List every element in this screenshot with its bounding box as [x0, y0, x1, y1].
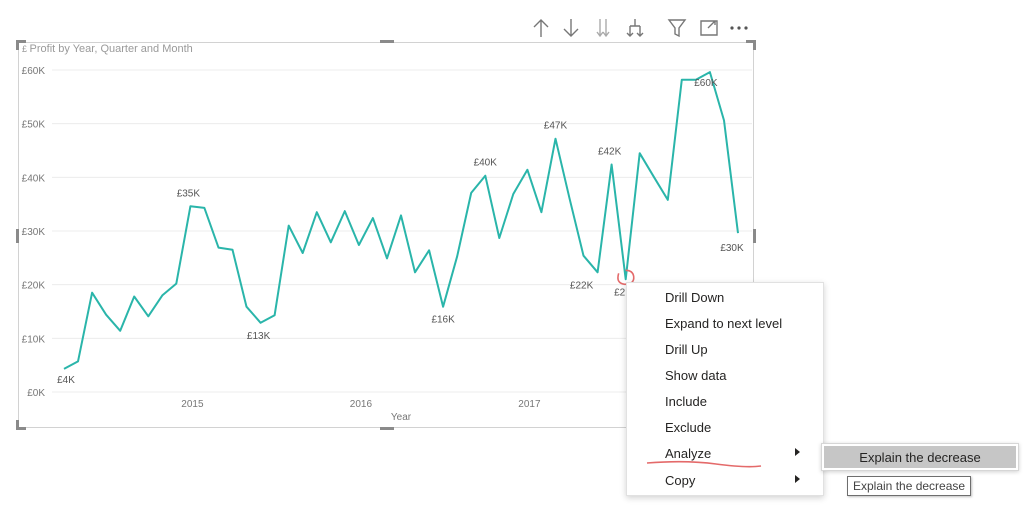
resize-handle-bottom-left-v[interactable]	[16, 420, 19, 430]
data-label: £2	[614, 287, 626, 298]
data-label: £16K	[431, 315, 455, 326]
tooltip-text: Explain the decrease	[853, 479, 966, 493]
more-options-button[interactable]	[726, 16, 752, 40]
menu-item-label: Exclude	[665, 420, 712, 435]
menu-item-label: Expand to next level	[665, 316, 783, 331]
analyze-submenu: Explain the decrease	[821, 443, 1019, 471]
submenu-arrow-icon	[795, 475, 800, 483]
data-label: £22K	[570, 280, 594, 291]
resize-handle-top-right[interactable]	[746, 40, 756, 43]
x-tick-label: 2015	[181, 399, 204, 410]
more-options-icon	[730, 26, 748, 30]
chart-title-icon: £	[22, 44, 30, 54]
data-label: £60K	[694, 78, 718, 89]
drill-up-button[interactable]	[528, 16, 554, 40]
y-tick-label: £40K	[22, 173, 46, 184]
menu-item-label: Include	[665, 394, 707, 409]
arrow-down-icon	[563, 19, 579, 37]
fork-down-icon	[626, 19, 644, 37]
menu-item-expand-to-next-level[interactable]: Expand to next level	[628, 310, 822, 336]
menu-item-drill-down[interactable]: Drill Down	[628, 284, 822, 310]
series-line	[63, 71, 739, 370]
x-axis-label: Year	[391, 412, 412, 423]
data-label: £40K	[474, 158, 498, 169]
y-tick-label: £0K	[27, 388, 45, 399]
menu-item-drill-up[interactable]: Drill Up	[628, 336, 822, 362]
resize-handle-bottom[interactable]	[380, 427, 394, 430]
tooltip: Explain the decrease	[847, 476, 972, 496]
data-label: £47K	[544, 121, 568, 132]
double-arrow-down-icon	[596, 19, 610, 38]
y-tick-label: £30K	[22, 227, 46, 238]
y-tick-label: £10K	[22, 334, 46, 345]
chart-title: £ Profit by Year, Quarter and Month	[22, 43, 193, 55]
data-label: £4K	[57, 375, 75, 386]
menu-item-show-data[interactable]: Show data	[628, 362, 822, 388]
y-tick-label: £60K	[22, 66, 46, 77]
menu-item-label: Show data	[665, 368, 727, 383]
annotation-underline	[646, 460, 762, 468]
resize-handle-left[interactable]	[16, 229, 19, 243]
menu-item-label: Analyze	[665, 446, 712, 461]
menu-item-include[interactable]: Include	[628, 388, 822, 414]
menu-item-analyze[interactable]: Analyze	[628, 440, 822, 466]
menu-item-copy[interactable]: Copy	[628, 467, 822, 493]
resize-handle-top-left-v[interactable]	[16, 40, 19, 50]
y-tick-label: £20K	[22, 281, 46, 292]
x-tick-label: 2016	[350, 399, 373, 410]
x-tick-label: 2017	[518, 399, 541, 410]
menu-item-label: Drill Up	[665, 342, 708, 357]
submenu-item-label: Explain the decrease	[859, 450, 981, 465]
y-tick-label: £50K	[22, 120, 46, 131]
resize-handle-top[interactable]	[380, 40, 394, 43]
data-label: £30K	[720, 243, 744, 254]
arrow-up-icon	[533, 19, 549, 37]
filter-button[interactable]	[664, 16, 690, 40]
drill-down-mode-button[interactable]	[558, 16, 584, 40]
data-label: £13K	[247, 331, 271, 342]
menu-item-exclude[interactable]: Exclude	[628, 414, 822, 440]
go-to-next-level-button[interactable]	[590, 16, 616, 40]
visual-header-toolbar	[528, 16, 756, 40]
data-label: £42K	[598, 146, 622, 157]
data-label: £35K	[177, 188, 201, 199]
context-menu: Drill Down Expand to next level Drill Up…	[626, 282, 824, 496]
expand-all-down-button[interactable]	[622, 16, 648, 40]
menu-item-label: Drill Down	[665, 290, 725, 305]
menu-item-label: Copy	[665, 473, 696, 488]
focus-mode-button[interactable]	[696, 16, 722, 40]
resize-handle-bottom-left[interactable]	[16, 427, 26, 430]
resize-handle-top-left[interactable]	[16, 40, 26, 43]
submenu-item-explain-the-decrease[interactable]: Explain the decrease	[824, 446, 1016, 468]
filter-icon	[667, 19, 687, 38]
focus-mode-icon	[700, 20, 718, 36]
resize-handle-top-right-v[interactable]	[753, 40, 756, 50]
submenu-arrow-icon	[795, 448, 800, 456]
resize-handle-right[interactable]	[753, 229, 756, 243]
